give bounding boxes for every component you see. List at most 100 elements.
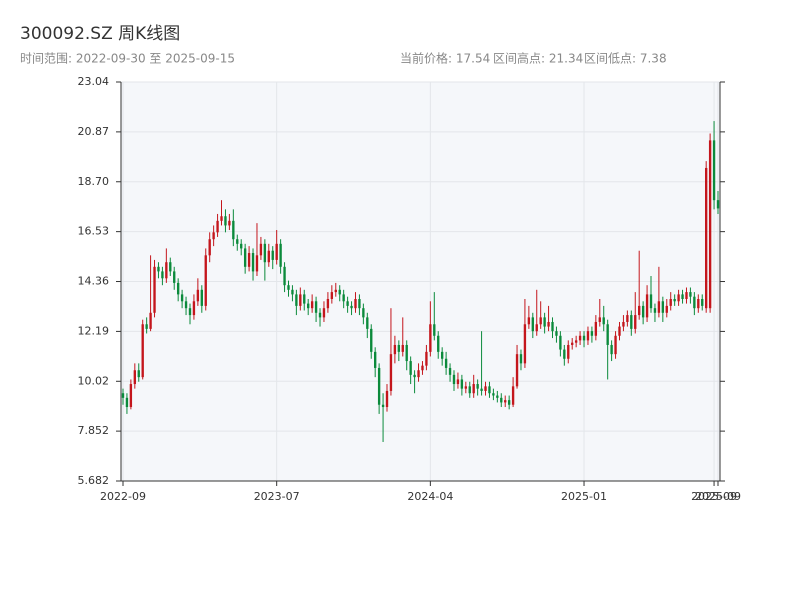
candle-body [452, 374, 456, 385]
candle-body [559, 335, 562, 350]
candle-body [232, 220, 235, 240]
candle-body [220, 216, 223, 221]
candle-body [310, 301, 314, 309]
candle-body [330, 292, 334, 299]
candle-body [346, 301, 349, 306]
candle-body [555, 331, 558, 336]
candle-body [216, 220, 219, 233]
candle-body [535, 324, 538, 332]
stat: 当前价格: 17.54 [400, 51, 490, 66]
candle-body [539, 317, 542, 325]
candle-body [350, 305, 353, 309]
candle-body [511, 386, 515, 405]
candle-body [602, 317, 605, 325]
x-tick-label: 2025-01 [561, 490, 607, 503]
candle-body [689, 292, 692, 297]
candle-body [421, 365, 424, 371]
stat: 区间低点: 7.38 [584, 52, 667, 66]
candle-body [598, 317, 601, 322]
candle-body [291, 289, 294, 295]
candle-body [496, 395, 499, 398]
candle-body [563, 349, 566, 359]
candle-body [196, 289, 200, 302]
candle-body [279, 243, 282, 267]
candle-body [634, 315, 637, 329]
candle-body [504, 400, 507, 403]
candle-body [653, 308, 657, 313]
candle-body [267, 250, 270, 263]
candle-body [354, 298, 357, 309]
candle-body [176, 282, 180, 295]
y-tick-label: 10.02 [78, 374, 110, 387]
candle-body [405, 344, 408, 362]
candle-body [275, 243, 278, 260]
candle-body [649, 294, 653, 309]
candle-body [169, 262, 172, 272]
candle-body [165, 262, 168, 279]
candle-body [188, 308, 192, 316]
candle-body [184, 301, 188, 309]
candle-body [153, 266, 156, 313]
chart-title: 300092.SZ 周K线图 [20, 24, 180, 44]
y-tick-label: 12.19 [78, 324, 110, 337]
candle-body [263, 243, 267, 263]
candle-body [389, 354, 393, 391]
candle-body [247, 253, 251, 267]
candle-body [468, 386, 471, 394]
x-tick-label: 2022-09 [100, 490, 146, 503]
candle-body [571, 342, 574, 345]
candle-body [362, 308, 365, 318]
candle-body [480, 388, 483, 391]
candle-body [622, 321, 625, 327]
candle-body [661, 301, 665, 313]
candle-body [444, 358, 448, 368]
candle-body [448, 367, 452, 375]
candle-body [527, 317, 531, 325]
candle-body [645, 294, 649, 318]
x-tick-label: 2025-09 [691, 490, 737, 503]
y-tick-label: 5.682 [78, 474, 110, 487]
y-tick-label: 7.852 [78, 424, 110, 437]
candle-body [685, 292, 688, 299]
candle-body [180, 294, 184, 302]
candle-body [228, 220, 231, 226]
candle-body [283, 266, 286, 286]
candle-body [200, 289, 203, 306]
x-tick-label: 2023-07 [254, 490, 300, 503]
candle-body [657, 301, 661, 313]
candle-body [665, 305, 668, 313]
candle-body [567, 344, 570, 359]
candle-body [314, 301, 318, 313]
candle-body [393, 344, 397, 355]
candle-body [582, 335, 586, 341]
candle-body [338, 289, 341, 295]
candle-body [697, 298, 700, 309]
candle-body [381, 404, 385, 408]
candle-body [133, 370, 137, 385]
candle-body [507, 400, 511, 405]
candle-body [322, 308, 326, 318]
candle-body [334, 289, 337, 293]
candle-body [618, 326, 621, 336]
y-tick-label: 14.36 [78, 275, 110, 288]
candle-body [243, 248, 247, 267]
candle-body [318, 312, 322, 318]
candle-body [409, 361, 412, 375]
candle-body [630, 315, 633, 329]
candle-body [578, 335, 582, 341]
candle-body [515, 354, 519, 387]
candle-body [472, 384, 475, 394]
candle-body [701, 298, 704, 306]
candle-body [500, 397, 503, 403]
candle-body [224, 216, 227, 226]
candle-body [212, 232, 215, 240]
candle-body [460, 379, 464, 389]
candle-body [693, 296, 696, 309]
candle-body [303, 294, 306, 304]
candle-body [401, 344, 404, 352]
candle-body [251, 253, 255, 272]
candle-body [429, 324, 432, 352]
candle-body [370, 328, 373, 352]
